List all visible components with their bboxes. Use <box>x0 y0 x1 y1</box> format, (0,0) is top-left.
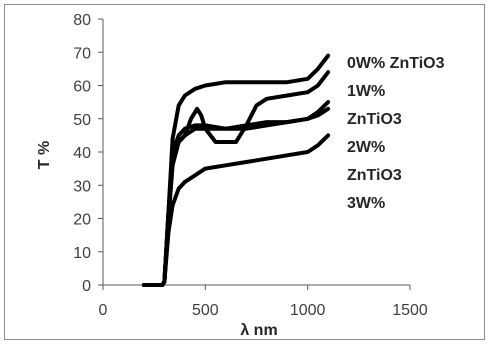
x-tick-label: 0 <box>99 302 108 319</box>
y-tick-label: 60 <box>73 79 91 96</box>
legend-line-3: ZnTiO3 <box>347 111 402 128</box>
x-tick-label: 500 <box>192 302 219 319</box>
chart-frame: 0 10 20 30 40 50 60 70 80 0 500 1000 1500 λ nm T % 0… <box>4 4 485 340</box>
y-tick-label: 0 <box>82 278 91 295</box>
chart-svg: 0 10 20 30 40 50 60 70 80 0 500 1000 1500 λ nm T % 0… <box>36 12 445 339</box>
y-tick-label: 40 <box>73 145 91 162</box>
series-line-5 <box>141 133 331 287</box>
y-tick-label: 50 <box>73 112 91 129</box>
x-tick-label: 1000 <box>290 302 326 319</box>
y-tick-label: 20 <box>73 212 91 229</box>
tick-labels: 0 10 20 30 40 50 60 70 80 0 500 1000 1500 <box>73 12 428 319</box>
series-lines <box>141 53 331 287</box>
x-axis-label: λ nm <box>240 322 277 339</box>
legend-line-4: 2W% <box>347 139 385 156</box>
legend-line-2: 1W% <box>347 83 385 100</box>
x-tick-label: 1500 <box>392 302 428 319</box>
legend-line-6: 3W% <box>347 195 385 212</box>
legend: 0W% ZnTiO3 1W% ZnTiO3 2W% ZnTiO3 3W% <box>347 55 445 212</box>
legend-line-5: ZnTiO3 <box>347 167 402 184</box>
y-tick-label: 10 <box>73 245 91 262</box>
legend-line-1: 0W% ZnTiO3 <box>347 55 445 72</box>
y-axis-label: T % <box>36 141 53 169</box>
y-tick-label: 30 <box>73 178 91 195</box>
y-tick-label: 70 <box>73 45 91 62</box>
y-tick-label: 80 <box>73 12 91 29</box>
